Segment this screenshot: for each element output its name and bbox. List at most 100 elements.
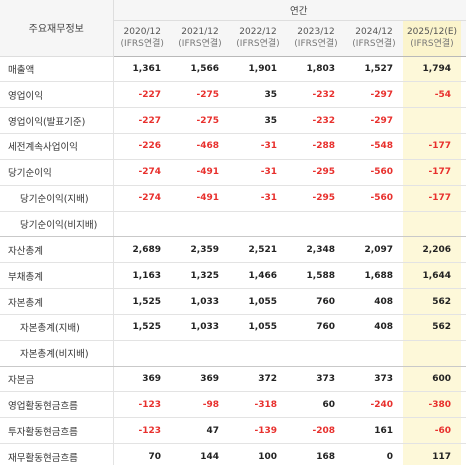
period-header-annual: 연간: [113, 0, 466, 21]
row-label: 부채총계: [0, 262, 114, 290]
value-cell: 1,588: [287, 262, 345, 290]
table-row: 투자활동현금흐름 -123 47 -139 -208 161 -60: [0, 417, 466, 445]
value-cell: 35: [229, 107, 287, 135]
clipped-value-cell: [461, 107, 466, 135]
table-row: 재무활동현금흐름 70 144 100 168 0 117: [0, 443, 466, 465]
header-row-years: 2020/12 (IFRS연결) 2021/12 (IFRS연결) 2022/12 (IF…: [0, 20, 466, 57]
value-cell: 372: [229, 366, 287, 393]
clipped-value-cell: [461, 81, 466, 109]
table-row: 당기순이익(비지배): [0, 211, 466, 238]
value-cell: -177: [403, 133, 461, 160]
value-cell: -31: [229, 159, 287, 186]
value-cell: -208: [287, 417, 345, 445]
value-cell: 2,521: [229, 236, 287, 264]
value-cell: 1,901: [229, 56, 287, 83]
year-header: 2022/12 (IFRS연결): [229, 20, 287, 57]
row-label: 자본총계(비지배): [0, 340, 114, 367]
year-date: 2022/12: [239, 27, 277, 37]
value-cell: 35: [229, 81, 287, 109]
row-label: 세전계속사업이익: [0, 133, 114, 160]
label-column-header: 주요재무정보: [0, 0, 114, 57]
value-cell: [287, 340, 345, 367]
value-cell: 144: [171, 443, 229, 465]
value-cell: 2,359: [171, 236, 229, 264]
year-header: 2025/12(E) (IFRS연결): [403, 20, 461, 57]
row-label: 영업이익: [0, 81, 114, 109]
value-cell: 1,361: [113, 56, 171, 83]
value-cell: [171, 340, 229, 367]
value-cell: 100: [229, 443, 287, 465]
value-cell: 408: [345, 314, 403, 341]
year-header: 2020/12 (IFRS연결): [113, 20, 171, 57]
year-date: 2024/12: [355, 27, 393, 37]
value-cell: -232: [287, 81, 345, 109]
year-header-clipped: 2(: [461, 20, 466, 57]
value-cell: 1,566: [171, 56, 229, 83]
value-cell: 760: [287, 314, 345, 341]
table-row: 영업이익 -227 -275 35 -232 -297 -54: [0, 81, 466, 109]
row-label: 자산총계: [0, 236, 114, 264]
table-row: 자본총계(비지배): [0, 340, 466, 367]
value-cell: -560: [345, 159, 403, 186]
value-cell: -54: [403, 81, 461, 109]
table-row: 영업활동현금흐름 -123 -98 -318 60 -240 -380: [0, 391, 466, 419]
value-cell: -274: [113, 159, 171, 186]
value-cell: -288: [287, 133, 345, 160]
value-cell: 369: [171, 366, 229, 393]
clipped-value-cell: [461, 288, 466, 315]
value-cell: 408: [345, 288, 403, 315]
value-cell: 1,033: [171, 288, 229, 315]
value-cell: -318: [229, 391, 287, 419]
clipped-value-cell: [461, 211, 466, 238]
value-cell: -123: [113, 391, 171, 419]
value-cell: -177: [403, 159, 461, 186]
value-cell: -491: [171, 159, 229, 186]
value-cell: [229, 340, 287, 367]
clipped-value-cell: [461, 159, 466, 186]
value-cell: 2,348: [287, 236, 345, 264]
header-row-period: 주요재무정보 연간: [0, 0, 466, 57]
value-cell: -177: [403, 185, 461, 212]
year-date: 2021/12: [181, 27, 219, 37]
table-row: 자본총계 1,525 1,033 1,055 760 408 562: [0, 288, 466, 315]
row-label: 당기순이익(비지배): [0, 211, 114, 238]
value-cell: -31: [229, 133, 287, 160]
value-cell: 373: [287, 366, 345, 393]
row-label: 영업활동현금흐름: [0, 391, 114, 419]
value-cell: 0: [345, 443, 403, 465]
value-cell: -275: [171, 107, 229, 135]
value-cell: -123: [113, 417, 171, 445]
value-cell: -560: [345, 185, 403, 212]
value-cell: [403, 107, 461, 135]
table-row: 영업이익(발표기준) -227 -275 35 -232 -297: [0, 107, 466, 135]
value-cell: 369: [113, 366, 171, 393]
value-cell: 2,206: [403, 236, 461, 264]
accounting-standard: (IFRS연결): [294, 39, 338, 49]
row-label: 당기순이익: [0, 159, 114, 186]
value-cell: 562: [403, 314, 461, 341]
value-cell: 1,055: [229, 288, 287, 315]
value-cell: 562: [403, 288, 461, 315]
value-cell: 168: [287, 443, 345, 465]
table-row: 당기순이익(지배) -274 -491 -31 -295 -560 -177: [0, 185, 466, 212]
value-cell: [287, 211, 345, 238]
value-cell: -295: [287, 159, 345, 186]
value-cell: [113, 340, 171, 367]
value-cell: -491: [171, 185, 229, 212]
year-header: 2021/12 (IFRS연결): [171, 20, 229, 57]
row-label: 자본총계: [0, 288, 114, 315]
year-header: 2023/12 (IFRS연결): [287, 20, 345, 57]
value-cell: 600: [403, 366, 461, 393]
value-cell: -297: [345, 107, 403, 135]
table-row: 자본금 369 369 372 373 373 600: [0, 366, 466, 393]
row-label: 자본총계(지배): [0, 314, 114, 341]
value-cell: [171, 211, 229, 238]
value-cell: 760: [287, 288, 345, 315]
year-date: 2020/12: [123, 27, 161, 37]
value-cell: 1,525: [113, 314, 171, 341]
value-cell: 1,688: [345, 262, 403, 290]
